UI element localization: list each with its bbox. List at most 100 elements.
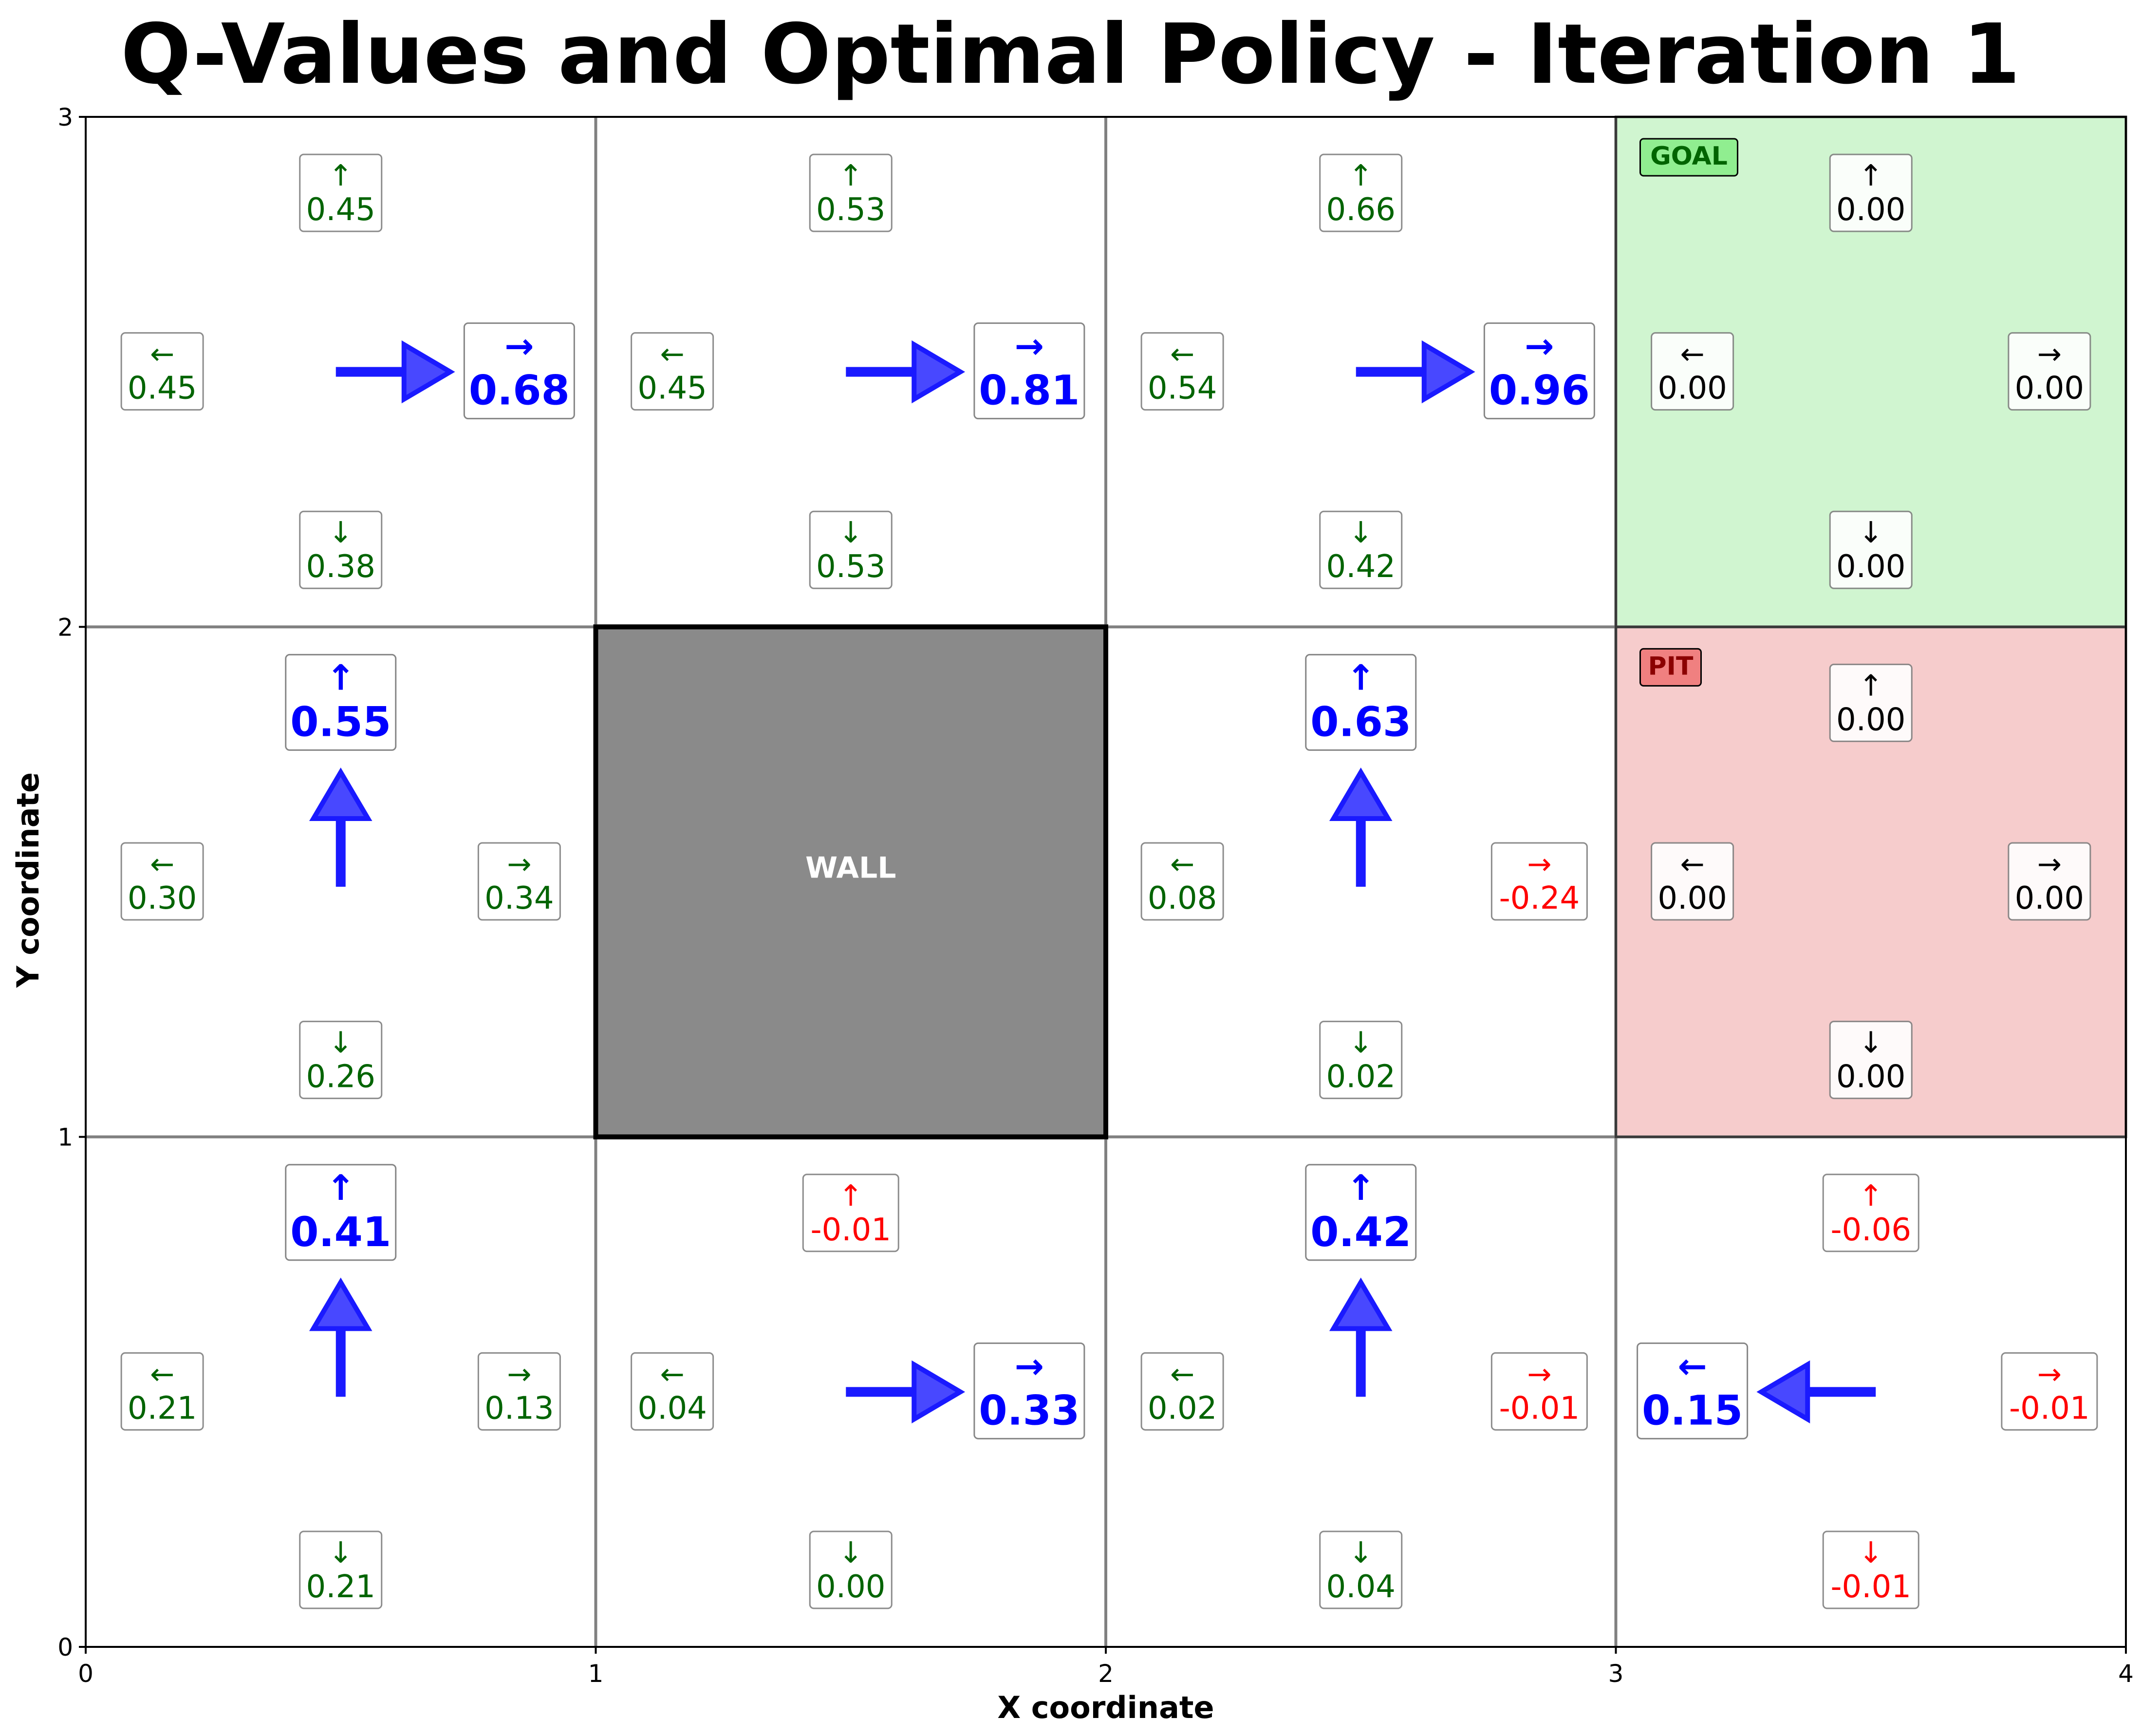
y-axis-label: Y coordinate (10, 772, 46, 988)
q-box-direction-arrow: ↓ (838, 1536, 863, 1570)
q-value-box-left: ←0.00 (1651, 842, 1734, 921)
q-box-direction-arrow: ↓ (329, 516, 353, 550)
wall-outline (593, 624, 1108, 1139)
q-box-value: -0.01 (1499, 1390, 1580, 1426)
policy-arrow-head (309, 767, 372, 821)
x-tick-label: 3 (1608, 1660, 1624, 1688)
q-box-direction-arrow: → (507, 1357, 531, 1391)
q-box-frame (1651, 842, 1734, 921)
q-value-box-right: →-0.01 (1490, 1352, 1588, 1431)
q-value-box-right: →0.68 (463, 322, 575, 420)
q-box-direction-arrow: ↓ (1859, 1026, 1883, 1060)
q-box-frame (120, 842, 204, 921)
x-tick-label: 2 (1098, 1660, 1114, 1688)
q-box-direction-arrow: ← (1170, 847, 1194, 881)
q-box-frame (1319, 1531, 1403, 1609)
goal-tag-box (1639, 138, 1738, 177)
q-value-box-right: →0.13 (477, 1352, 561, 1431)
q-box-frame (973, 322, 1085, 420)
q-box-value: 0.00 (2015, 880, 2085, 916)
policy-arrow-up (1329, 1277, 1393, 1397)
q-box-value: 0.02 (1326, 1059, 1396, 1095)
q-box-value: 0.00 (1836, 1059, 1906, 1095)
q-box-direction-arrow: ↑ (329, 159, 353, 193)
q-box-value: 0.42 (1326, 549, 1396, 585)
q-value-box-right: →-0.01 (2001, 1352, 2098, 1431)
q-box-frame (1140, 332, 1224, 411)
q-box-value: 0.02 (1148, 1390, 1217, 1426)
x-tick-label: 1 (588, 1660, 604, 1688)
q-box-frame (299, 510, 383, 589)
q-box-value: 0.00 (1657, 371, 1727, 407)
q-value-box-left: ←0.15 (1637, 1342, 1749, 1439)
q-value-box-up: ↑0.66 (1319, 153, 1403, 232)
q-box-value: 0.00 (1657, 880, 1727, 916)
q-box-value: 0.53 (816, 192, 886, 228)
q-value-box-up: ↑0.41 (285, 1164, 397, 1261)
q-box-direction-arrow: ↑ (1859, 1179, 1883, 1213)
q-value-box-right: →0.33 (973, 1342, 1085, 1439)
q-box-frame (299, 1021, 383, 1100)
q-box-value: 0.30 (128, 880, 197, 916)
policy-arrow-left (1756, 1360, 1876, 1424)
policy-arrow-up (309, 1277, 372, 1397)
q-box-direction-arrow: → (1527, 1357, 1551, 1391)
goal-tag-label: GOAL (1650, 142, 1728, 171)
q-box-direction-arrow: ↓ (329, 1536, 353, 1570)
q-box-direction-arrow: ← (150, 847, 174, 881)
q-value-box-down: ↓0.02 (1319, 1021, 1403, 1100)
q-box-value: 0.00 (2015, 371, 2085, 407)
q-box-direction-arrow: → (2037, 847, 2062, 881)
q-box-value: 0.38 (306, 549, 376, 585)
q-box-frame (299, 153, 383, 232)
q-box-frame (1637, 1342, 1749, 1439)
q-value-box-down: ↓0.00 (1829, 510, 1913, 589)
q-box-frame (631, 1352, 714, 1431)
q-box-direction-arrow: ↑ (1349, 159, 1373, 193)
q-box-direction-arrow: ↓ (1859, 516, 1883, 550)
q-box-direction-arrow: ↓ (329, 1026, 353, 1060)
q-box-direction-arrow: ← (660, 337, 684, 372)
q-value-box-up: ↑0.53 (809, 153, 893, 232)
q-box-frame (631, 332, 714, 411)
q-box-frame (1305, 653, 1417, 751)
q-box-value: 0.00 (1836, 192, 1906, 228)
q-box-value: 0.33 (979, 1386, 1080, 1434)
q-box-frame (1829, 663, 1913, 742)
q-box-direction-arrow: → (1015, 1345, 1044, 1386)
q-box-value: 0.45 (128, 371, 197, 407)
q-box-frame (1305, 1164, 1417, 1261)
q-box-value: -0.01 (2009, 1390, 2090, 1426)
q-box-frame (463, 322, 575, 420)
q-box-frame (809, 153, 893, 232)
q-box-value: 0.53 (816, 549, 886, 585)
q-box-value: 0.66 (1326, 192, 1396, 228)
q-value-box-right: →0.96 (1483, 322, 1595, 420)
q-box-frame (973, 1342, 1085, 1439)
q-value-box-left: ←0.00 (1651, 332, 1734, 411)
q-box-frame (1483, 322, 1595, 420)
policy-arrow-right (335, 340, 455, 404)
x-axis-label: X coordinate (997, 1690, 1214, 1725)
q-box-direction-arrow: → (1527, 847, 1551, 881)
q-box-value: 0.21 (128, 1390, 197, 1426)
q-box-value: 0.54 (1148, 371, 1217, 407)
q-value-box-up: ↑0.45 (299, 153, 383, 232)
q-box-frame (1822, 1174, 1919, 1252)
q-box-direction-arrow: ← (1170, 1357, 1194, 1391)
q-box-frame (1319, 1021, 1403, 1100)
grid-lines-layer (86, 115, 2127, 1647)
q-value-box-left: ←0.04 (631, 1352, 714, 1431)
q-box-direction-arrow: → (2037, 1357, 2062, 1391)
q-box-direction-arrow: → (2037, 337, 2062, 372)
q-box-direction-arrow: ↑ (326, 657, 355, 698)
policy-arrow-head (1329, 767, 1393, 821)
q-box-frame (120, 1352, 204, 1431)
q-box-value: 0.13 (484, 1390, 554, 1426)
q-box-value: 0.45 (306, 192, 376, 228)
q-box-frame (120, 332, 204, 411)
q-value-box-right: →0.00 (2008, 842, 2091, 921)
q-box-frame (1140, 842, 1224, 921)
q-box-frame (1651, 332, 1734, 411)
q-value-box-left: ←0.30 (120, 842, 204, 921)
